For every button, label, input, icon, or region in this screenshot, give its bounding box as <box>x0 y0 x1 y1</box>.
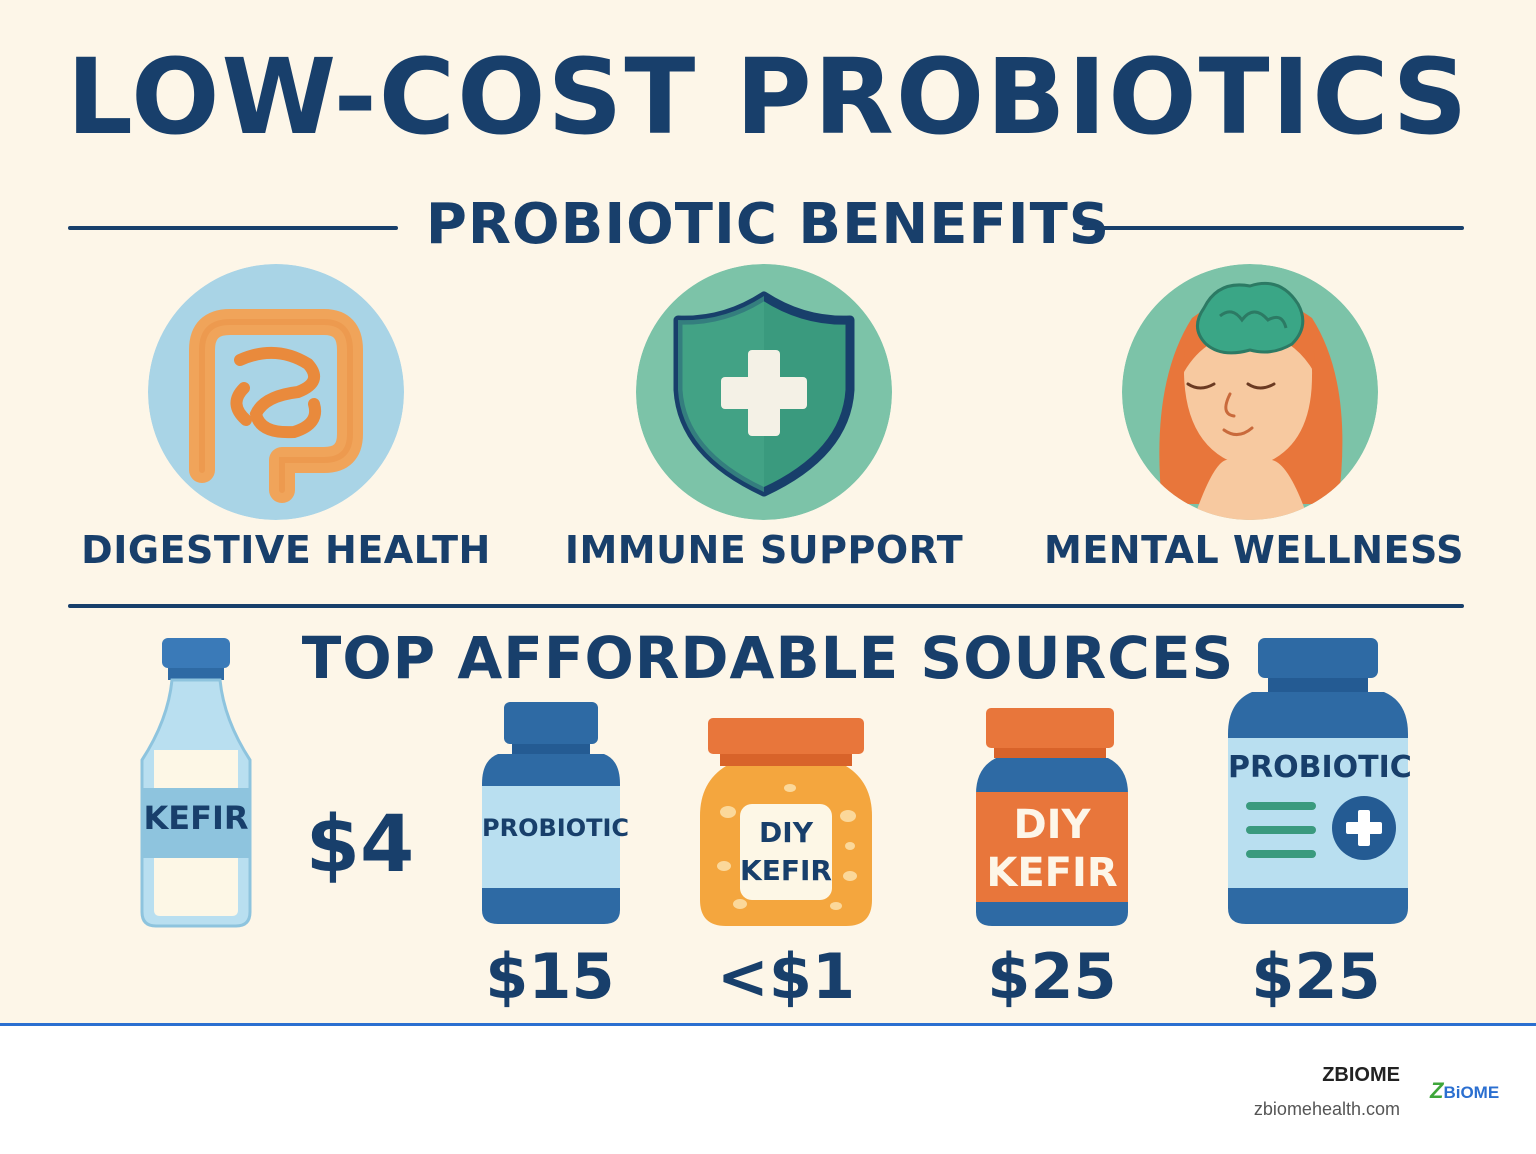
woman-brain-icon <box>1122 264 1378 520</box>
shield-plus-icon <box>636 264 892 520</box>
footer-url[interactable]: zbiomehealth.com <box>1253 1099 1400 1119</box>
price-diy-kefir-1: <$1 <box>716 940 856 1013</box>
source-label-diy-kefir-2-line2: KEFIR <box>986 850 1118 896</box>
zbiome-logo: ZBiOME <box>1430 1078 1499 1104</box>
benefit-label-mental: MENTAL WELLNESS <box>1044 528 1464 572</box>
footer-brand: ZBIOME <box>1322 1064 1400 1086</box>
heading-rule-right <box>1082 226 1464 230</box>
price-diy-kefir-2: $25 <box>987 940 1117 1013</box>
heading-rule-left <box>68 226 398 230</box>
source-label-probiotic-1: PROBIOTIC <box>482 814 630 842</box>
supplement-bottle-icon: PROBIOTIC <box>1228 636 1412 926</box>
source-label-probiotic-2: PROBIOTIC <box>1228 750 1412 785</box>
benefit-label-digestive: DIGESTIVE HEALTH <box>81 528 491 572</box>
price-kefir: $4 <box>305 800 415 890</box>
footer-divider <box>0 1023 1536 1026</box>
infographic-poster: LOW-COST PROBIOTICS PROBIOTIC BENEFITS <box>0 0 1536 1024</box>
intestine-icon <box>148 264 404 520</box>
jar-icon: DIY KEFIR <box>976 706 1128 928</box>
source-label-diy-kefir-1-line2: KEFIR <box>740 854 832 887</box>
jar-icon: DIY KEFIR <box>700 716 872 930</box>
source-label-kefir: KEFIR <box>143 799 249 837</box>
benefits-heading: PROBIOTIC BENEFITS <box>425 192 1111 257</box>
price-probiotic-2: $25 <box>1251 940 1381 1013</box>
logo-wordmark: BiOME <box>1443 1083 1500 1102</box>
source-label-diy-kefir-2-line1: DIY <box>1013 802 1091 848</box>
section-divider <box>68 604 1464 608</box>
source-label-diy-kefir-1-line1: DIY <box>759 816 813 849</box>
milk-bottle-icon: KEFIR <box>134 634 258 930</box>
page-title: LOW-COST PROBIOTICS <box>66 36 1470 158</box>
benefit-label-immune: IMMUNE SUPPORT <box>564 528 964 572</box>
logo-letter: Z <box>1430 1078 1444 1103</box>
supplement-bottle-icon: PROBIOTIC <box>482 700 630 926</box>
sources-heading: TOP AFFORDABLE SOURCES <box>301 624 1235 692</box>
price-probiotic-1: $15 <box>485 940 615 1013</box>
